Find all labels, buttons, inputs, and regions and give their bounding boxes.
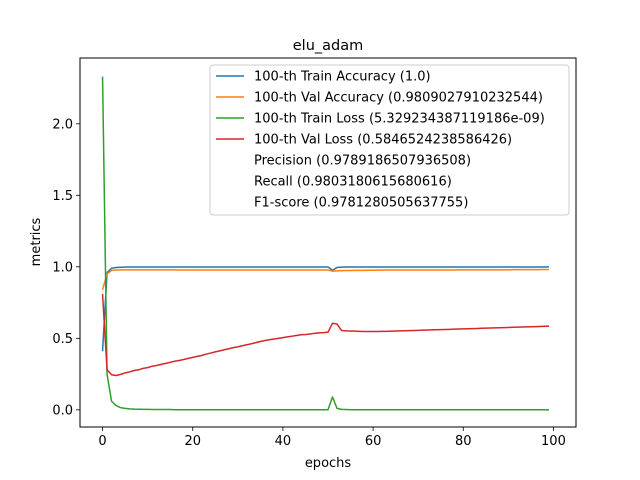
legend-label-6: F1-score (0.9781280505637755) — [254, 196, 468, 211]
legend-label-0: 100-th Train Accuracy (1.0) — [254, 70, 431, 85]
axes-frame — [79, 57, 577, 428]
y-tick-label: 0.5 — [52, 332, 73, 347]
y-tick-label: 2.0 — [52, 117, 73, 132]
axis-ticks: 0 20 40 60 80 100 0.0 0.5 1.0 1.5 2.0 — [52, 117, 566, 449]
legend: 100-th Train Accuracy (1.0) 100-th Val Ac… — [209, 64, 570, 216]
y-tick-label: 1.0 — [52, 260, 73, 275]
legend-label-5: Recall (0.9803180615680616) — [254, 175, 452, 190]
plot-area — [101, 76, 549, 411]
y-axis-label: metrics — [29, 217, 44, 266]
x-tick-label: 40 — [275, 434, 292, 449]
y-tick-label: 0.0 — [52, 403, 73, 418]
x-tick-label: 20 — [184, 434, 201, 449]
x-tick-label: 0 — [98, 434, 106, 449]
legend-label-2: 100-th Train Loss (5.329234387119186e-09… — [254, 112, 545, 127]
chart-title: elu_adam — [293, 38, 364, 54]
series-line-1 — [101, 268, 549, 290]
x-tick-label: 80 — [455, 434, 472, 449]
legend-label-1: 100-th Val Accuracy (0.9809027910232544) — [254, 91, 543, 106]
y-tick-label: 1.5 — [52, 189, 73, 204]
x-tick-label: 60 — [365, 434, 382, 449]
x-axis-label: epochs — [305, 456, 352, 471]
legend-box — [209, 64, 570, 216]
series-line-0 — [101, 266, 549, 352]
series-line-2 — [101, 76, 549, 411]
x-tick-label: 100 — [541, 434, 566, 449]
series-line-3 — [101, 293, 549, 377]
legend-label-3: 100-th Val Loss (0.5846524238586426) — [254, 133, 512, 148]
legend-label-4: Precision (0.9789186507936508) — [254, 154, 471, 169]
